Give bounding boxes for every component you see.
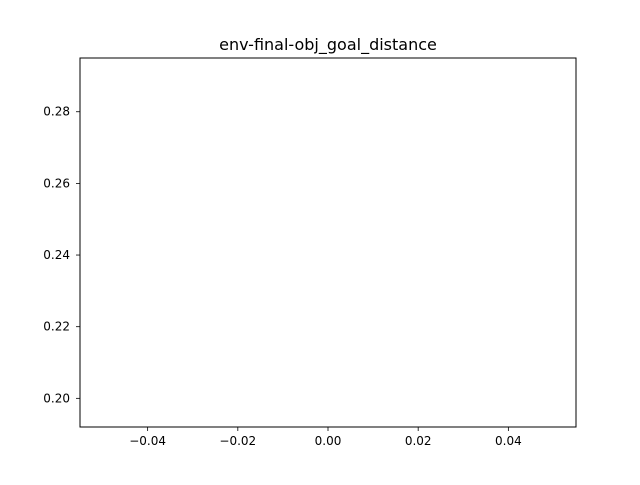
y-tick-label: 0.26: [43, 176, 70, 190]
y-tick-label: 0.28: [43, 105, 70, 119]
y-axis: 0.20 0.22 0.24 0.26 0.28: [43, 105, 80, 405]
axes-frame: [79, 57, 577, 428]
x-tick-label: 0.04: [495, 434, 522, 448]
x-tick-label: 0.00: [315, 434, 342, 448]
y-tick-label: 0.24: [43, 248, 70, 262]
x-tick-label: −0.02: [219, 434, 256, 448]
chart-title: env-final-obj_goal_distance: [219, 35, 437, 55]
x-axis: −0.04 −0.02 0.00 0.02 0.04: [129, 427, 522, 448]
y-tick-label: 0.20: [43, 391, 70, 405]
y-tick-label: 0.22: [43, 320, 70, 334]
x-tick-label: 0.02: [405, 434, 432, 448]
x-tick-label: −0.04: [129, 434, 166, 448]
